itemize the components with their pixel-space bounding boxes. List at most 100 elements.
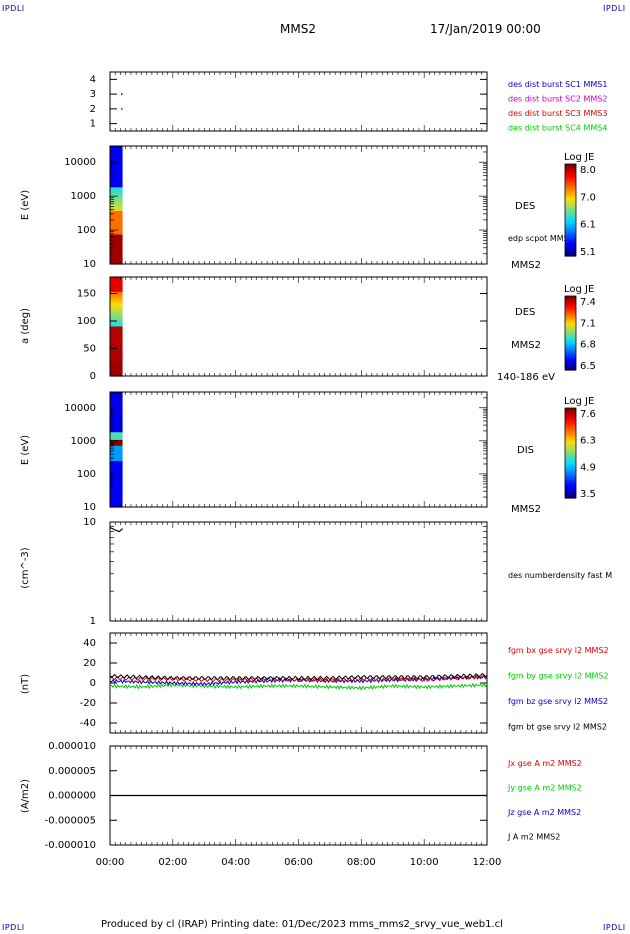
des-pitch-cell xyxy=(110,285,123,288)
des-pitch-cell xyxy=(110,295,123,298)
dis-energy-colorbar-band xyxy=(565,417,576,420)
dis-energy-cell xyxy=(110,397,123,401)
des-pitch-cell xyxy=(110,310,123,313)
des-energy-cell xyxy=(110,246,123,249)
des-energy-tick-label: 10000 xyxy=(64,157,96,168)
des-pitch-colorbar-tick-label: 7.1 xyxy=(580,318,596,329)
dis-energy-colorbar-tick-label: 4.9 xyxy=(580,462,596,473)
des-pitch-colorbar-band xyxy=(565,334,576,338)
dis-energy-cell xyxy=(110,393,123,397)
dis-energy-cell xyxy=(110,489,123,493)
bfield-tick-label: 0 xyxy=(90,678,96,689)
des-energy-cell xyxy=(110,169,123,173)
des-pitch-cell xyxy=(110,286,123,290)
des-energy-ylabel: E (eV) xyxy=(20,190,31,220)
des-energy-colorbar-band xyxy=(565,168,576,172)
des-energy-colorbar-band xyxy=(565,226,576,229)
time-tick-label: 10:00 xyxy=(410,857,439,868)
des-pitch-cell xyxy=(110,346,123,349)
des-energy-cell xyxy=(110,147,123,151)
dis-energy-cell xyxy=(110,403,123,407)
des-pitch-colorbar-band xyxy=(565,351,576,354)
bfield-legend-item: fgm bt gse srvy l2 MMS2 xyxy=(508,723,607,732)
dis-energy-cell xyxy=(110,441,123,445)
des-energy-cell xyxy=(110,248,123,251)
des-pitch-cell xyxy=(110,326,123,329)
dis-energy-colorbar-band xyxy=(565,486,576,490)
des-energy-colorbar-title: Log JE xyxy=(564,152,594,163)
dis-energy-colorbar-band xyxy=(565,457,576,461)
dis-energy-cell xyxy=(110,407,123,410)
des-pitch-cell xyxy=(110,356,123,359)
des-pitch-colorbar-band xyxy=(565,333,576,336)
des-energy-cell xyxy=(110,149,123,153)
des-energy-colorbar-band xyxy=(565,242,576,246)
des-energy-cell xyxy=(110,226,123,230)
dis-energy-colorbar-tick-label: 6.3 xyxy=(580,436,596,447)
bfield-line-bz xyxy=(109,674,488,687)
des-pitch-panel-frame xyxy=(109,276,488,377)
burst-tick-label: 3 xyxy=(90,89,96,100)
dis-energy-colorbar-band xyxy=(565,430,576,434)
des-energy-cell xyxy=(110,171,123,175)
dis-energy-cell xyxy=(110,480,123,483)
dis-energy-cell xyxy=(110,499,123,502)
des-pitch-cell xyxy=(110,314,123,318)
dis-energy-cell xyxy=(110,395,123,399)
des-energy-cell xyxy=(110,159,123,163)
des-pitch-cell xyxy=(110,359,123,362)
des-pitch-colorbar-band xyxy=(565,314,576,317)
current-legend-item: Jx gse A m2 MMS2 xyxy=(507,759,582,768)
dis-energy-cell xyxy=(110,392,123,395)
des-pitch-colorbar-band xyxy=(565,310,576,314)
des-energy-colorbar-band xyxy=(565,230,576,234)
des-energy-cell xyxy=(110,208,123,212)
des-energy-colorbar-band xyxy=(565,200,576,204)
des-energy-colorbar-band xyxy=(565,203,576,206)
des-energy-cell xyxy=(110,155,123,159)
des-energy-cell xyxy=(110,258,123,261)
dis-energy-cell xyxy=(110,493,123,497)
des-pitch-colorbar-band xyxy=(565,329,576,332)
dis-energy-colorbar-band xyxy=(565,450,576,454)
burst-panel-frame xyxy=(109,71,488,132)
des-energy-colorbar-band xyxy=(565,228,576,232)
des-energy-colorbar-frame xyxy=(564,163,577,257)
burst-mark xyxy=(120,93,123,96)
dis-energy-cell xyxy=(110,420,123,424)
current-tick-label: 0.000010 xyxy=(48,741,96,752)
bfield-legend-item: fgm bx gse srvy l2 MMS2 xyxy=(508,646,609,655)
bfield-legend-item: fgm bz gse srvy l2 MMS2 xyxy=(508,697,608,706)
des-pitch-colorbar-band xyxy=(565,321,576,325)
des-pitch-cell xyxy=(110,313,123,316)
des-pitch-colorbar-band xyxy=(565,355,576,358)
des-energy-colorbar-band xyxy=(565,237,576,241)
density-ylabel: (cm^-3) xyxy=(20,547,31,588)
dis-energy-cell xyxy=(110,464,123,468)
dis-energy-colorbar-band xyxy=(565,480,576,483)
des-energy-cell xyxy=(110,179,123,182)
dis-energy-panel-frame xyxy=(109,391,488,508)
dis-energy-colorbar-band xyxy=(565,468,576,472)
des-pitch-colorbar-band xyxy=(565,353,576,356)
des-pitch-cell xyxy=(110,349,123,352)
bfield-tick-label: 40 xyxy=(83,638,96,649)
des-energy-cell xyxy=(110,260,123,263)
des-pitch-cell xyxy=(110,369,123,372)
des-pitch-cell xyxy=(110,331,123,334)
dis-energy-colorbar-band xyxy=(565,482,576,486)
des-pitch-colorbar-band xyxy=(565,299,576,303)
des-pitch-colorbar-band xyxy=(565,368,576,371)
des-pitch-tick-label: 150 xyxy=(77,289,96,300)
des-pitch-colorbar-band xyxy=(565,297,576,301)
burst-tick-label: 1 xyxy=(90,119,96,130)
dis-energy-cell xyxy=(110,476,123,479)
des-energy-colorbar-band xyxy=(565,239,576,243)
des-pitch-cell xyxy=(110,374,123,377)
dis-energy-cell xyxy=(110,497,123,500)
dis-energy-cell xyxy=(110,445,123,449)
des-pitch-colorbar-band xyxy=(565,316,576,319)
des-pitch-cell xyxy=(110,357,123,361)
des-energy-cell xyxy=(110,191,123,194)
